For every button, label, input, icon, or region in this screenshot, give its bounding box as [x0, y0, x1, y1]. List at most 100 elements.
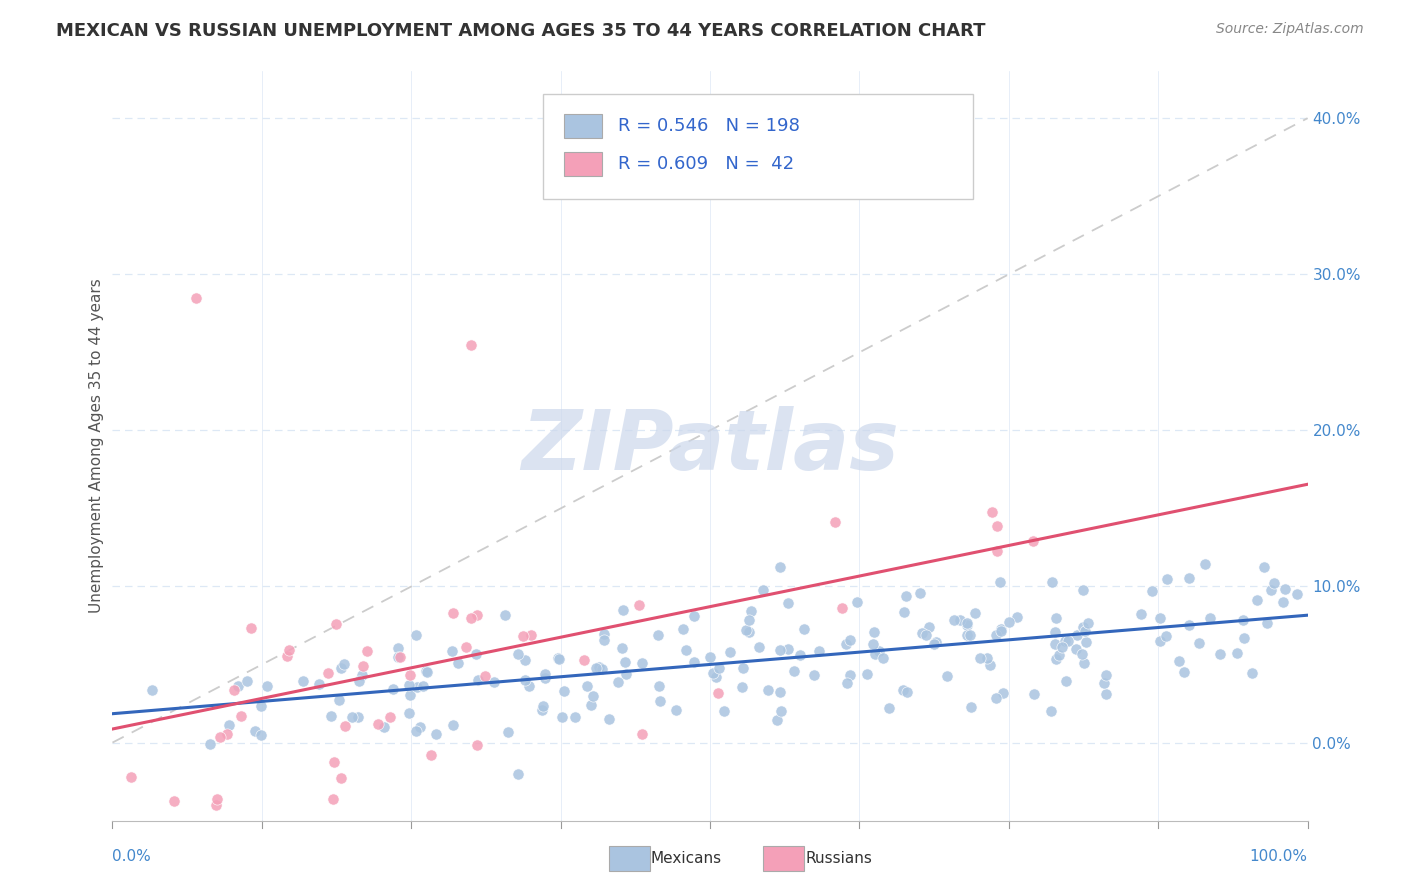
- Point: [1054, 673, 1077, 688]
- Point: [1209, 647, 1232, 661]
- Point: [534, 667, 557, 681]
- Point: [593, 627, 616, 641]
- Point: [1057, 634, 1080, 648]
- Point: [776, 596, 799, 610]
- Point: [120, 770, 142, 784]
- Point: [896, 684, 918, 698]
- Point: [896, 589, 918, 603]
- Point: [209, 731, 232, 745]
- Point: [405, 724, 427, 739]
- Text: Russians: Russians: [806, 852, 873, 866]
- Point: [328, 693, 350, 707]
- Point: [517, 679, 540, 693]
- Point: [675, 643, 697, 657]
- Point: [412, 679, 434, 693]
- Point: [141, 683, 163, 698]
- Point: [984, 691, 1007, 706]
- Point: [482, 674, 505, 689]
- Text: Source: ZipAtlas.com: Source: ZipAtlas.com: [1216, 22, 1364, 37]
- Point: [512, 629, 534, 643]
- Text: ZIPatlas: ZIPatlas: [522, 406, 898, 486]
- Point: [991, 686, 1014, 700]
- Point: [581, 689, 603, 703]
- Point: [353, 658, 375, 673]
- Point: [1226, 646, 1249, 660]
- Point: [1043, 637, 1066, 651]
- Point: [367, 716, 389, 731]
- Point: [592, 633, 614, 648]
- Point: [877, 701, 900, 715]
- Point: [1040, 704, 1063, 718]
- Point: [398, 668, 420, 682]
- Point: [388, 650, 411, 665]
- Point: [1233, 632, 1256, 646]
- Point: [205, 792, 228, 806]
- Text: MEXICAN VS RUSSIAN UNEMPLOYMENT AMONG AGES 35 TO 44 YEARS CORRELATION CHART: MEXICAN VS RUSSIAN UNEMPLOYMENT AMONG AG…: [56, 22, 986, 40]
- Point: [872, 650, 894, 665]
- Point: [551, 710, 574, 724]
- Point: [406, 680, 429, 694]
- Point: [704, 670, 727, 684]
- Point: [387, 650, 409, 665]
- Point: [440, 644, 463, 658]
- Point: [1240, 665, 1263, 680]
- Point: [1232, 613, 1254, 627]
- Point: [205, 798, 228, 813]
- Point: [1005, 610, 1028, 624]
- Point: [1154, 629, 1177, 643]
- Point: [1043, 624, 1066, 639]
- Point: [984, 628, 1007, 642]
- Point: [1274, 582, 1296, 596]
- Point: [530, 703, 553, 717]
- Point: [198, 737, 221, 751]
- Point: [1071, 647, 1094, 661]
- Text: Mexicans: Mexicans: [651, 852, 723, 866]
- Point: [769, 685, 792, 699]
- Point: [960, 699, 983, 714]
- Y-axis label: Unemployment Among Ages 35 to 44 years: Unemployment Among Ages 35 to 44 years: [89, 278, 104, 614]
- Point: [949, 613, 972, 627]
- Point: [918, 620, 941, 634]
- Point: [891, 682, 914, 697]
- Point: [976, 650, 998, 665]
- Point: [1260, 583, 1282, 598]
- Point: [1129, 607, 1152, 622]
- Point: [508, 767, 530, 781]
- Point: [683, 608, 706, 623]
- Point: [533, 671, 555, 685]
- FancyBboxPatch shape: [564, 114, 603, 138]
- Point: [988, 574, 1011, 589]
- Point: [454, 640, 477, 654]
- Point: [323, 755, 346, 769]
- Point: [803, 667, 825, 681]
- Point: [588, 660, 610, 674]
- Point: [627, 599, 650, 613]
- Point: [1073, 582, 1095, 597]
- Point: [405, 628, 427, 642]
- Point: [1198, 610, 1220, 624]
- Point: [591, 662, 613, 676]
- Point: [1263, 576, 1285, 591]
- Point: [956, 615, 979, 630]
- Point: [1271, 595, 1294, 609]
- Point: [1149, 610, 1171, 624]
- Point: [1053, 634, 1076, 648]
- Point: [748, 640, 770, 654]
- Point: [1047, 648, 1070, 663]
- Point: [236, 674, 259, 689]
- Point: [441, 718, 464, 732]
- Point: [769, 704, 792, 718]
- Point: [318, 665, 340, 680]
- Point: [447, 657, 470, 671]
- Text: R = 0.609   N =  42: R = 0.609 N = 42: [619, 154, 794, 172]
- Point: [631, 727, 654, 741]
- Point: [229, 709, 252, 723]
- Point: [834, 637, 856, 651]
- Point: [713, 704, 735, 718]
- Point: [839, 633, 862, 648]
- Point: [922, 637, 945, 651]
- Point: [332, 657, 354, 671]
- Point: [441, 606, 464, 620]
- Point: [243, 724, 266, 739]
- Text: R = 0.546   N = 198: R = 0.546 N = 198: [619, 117, 800, 135]
